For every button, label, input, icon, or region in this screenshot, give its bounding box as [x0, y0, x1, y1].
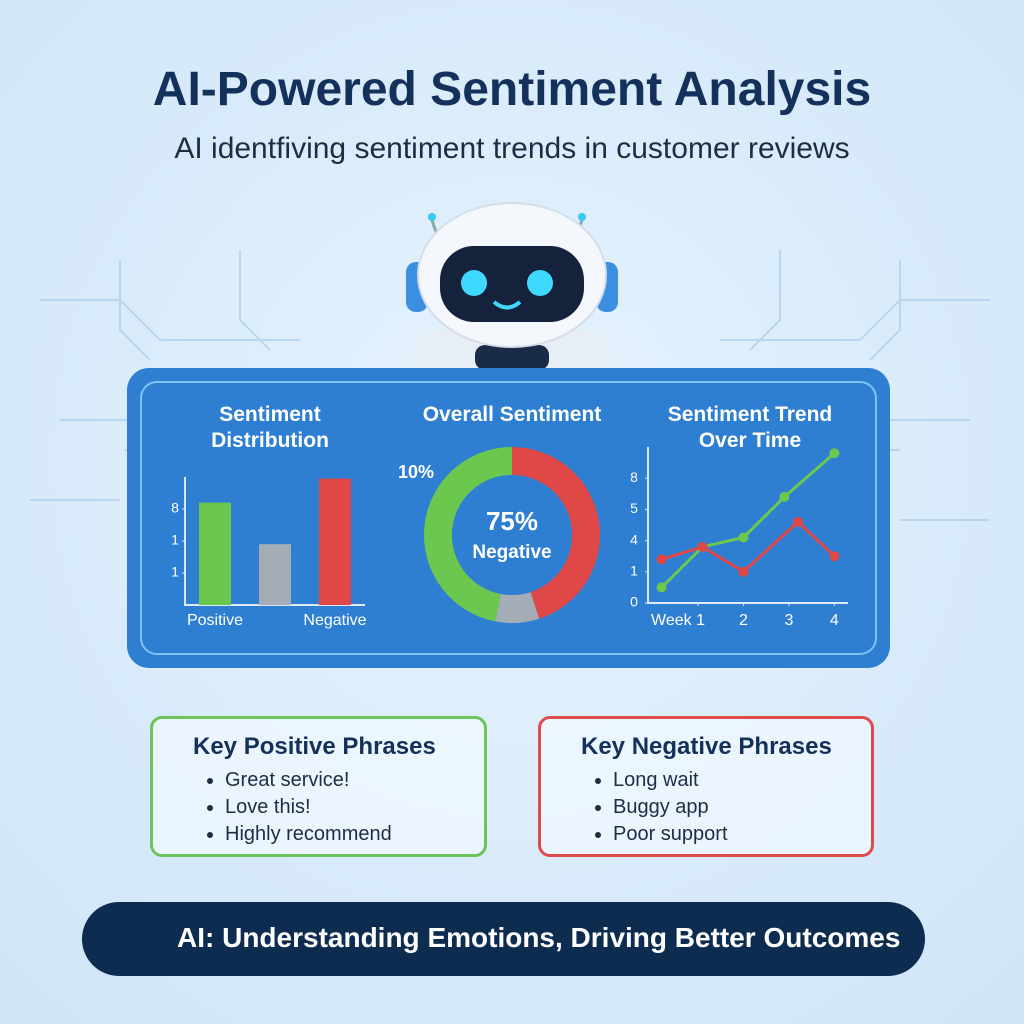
box-title: Key Positive Phrases	[193, 733, 436, 760]
center-sublabel: Negative	[472, 542, 551, 563]
point	[779, 491, 790, 502]
x-tick-label: Negative	[303, 612, 366, 629]
x-tick-label: 4	[830, 612, 839, 629]
subtitle: AI identfiving sentiment trends in custo…	[174, 132, 850, 165]
point	[656, 582, 667, 593]
y-tick-label: 1	[171, 532, 179, 548]
chart-title: Sentiment Trend Over Time	[667, 403, 833, 452]
x-tick-label: Positive	[187, 612, 243, 629]
y-tick-label: 5	[630, 500, 638, 516]
center-label: 75%	[486, 506, 538, 536]
y-tick-label: 1	[171, 564, 179, 580]
donut-hole	[452, 475, 572, 595]
y-tick-label: 8	[171, 500, 179, 516]
point	[829, 448, 840, 459]
point	[738, 532, 749, 543]
panel-border	[140, 381, 877, 655]
title: AI-Powered Sentiment Analysis	[152, 63, 872, 116]
chart-title: Sentiment Distribution	[211, 403, 329, 452]
point	[697, 541, 708, 552]
axis	[184, 477, 365, 606]
phrase: Poor support	[613, 821, 871, 848]
phrase-list: Long waitBuggy appPoor support	[581, 767, 871, 848]
donut-segment	[512, 447, 601, 619]
y-tick-label: 0	[630, 594, 638, 610]
bar	[259, 544, 291, 605]
chart-title: Overall Sentiment	[422, 403, 602, 426]
phrase: Long wait	[613, 767, 871, 794]
phrase: Buggy app	[613, 794, 871, 821]
bar	[199, 502, 231, 605]
donut-segment	[495, 592, 540, 623]
point	[829, 551, 840, 562]
point	[738, 566, 749, 577]
circuit-decoration	[30, 250, 990, 521]
phrase-list: Great service!Love this!Highly recommend	[193, 767, 484, 848]
x-tick-label: Week 1	[651, 612, 705, 629]
y-tick-label: 1	[630, 563, 638, 579]
box-title: Key Negative Phrases	[581, 733, 832, 760]
donut-segment	[423, 447, 512, 622]
x-tick-label: 3	[784, 612, 793, 629]
y-tick-label: 8	[630, 469, 638, 485]
phrase: Great service!	[225, 767, 484, 794]
annotation: 10%	[398, 462, 434, 482]
point	[656, 554, 667, 565]
bar	[319, 478, 351, 605]
robot	[406, 202, 618, 380]
positive-box: Key Positive Phrases Great service!Love …	[150, 716, 487, 857]
phrase: Love this!	[225, 794, 484, 821]
point	[793, 516, 803, 527]
footer: AI: Understanding Emotions, Driving Bett…	[82, 902, 925, 976]
negative-box: Key Negative Phrases Long waitBuggy appP…	[538, 716, 874, 857]
x-tick-label: 2	[739, 612, 748, 629]
footer-text: AI: Understanding Emotions, Driving Bett…	[177, 922, 901, 953]
phrase: Highly recommend	[225, 821, 484, 848]
y-tick-label: 4	[630, 531, 638, 547]
